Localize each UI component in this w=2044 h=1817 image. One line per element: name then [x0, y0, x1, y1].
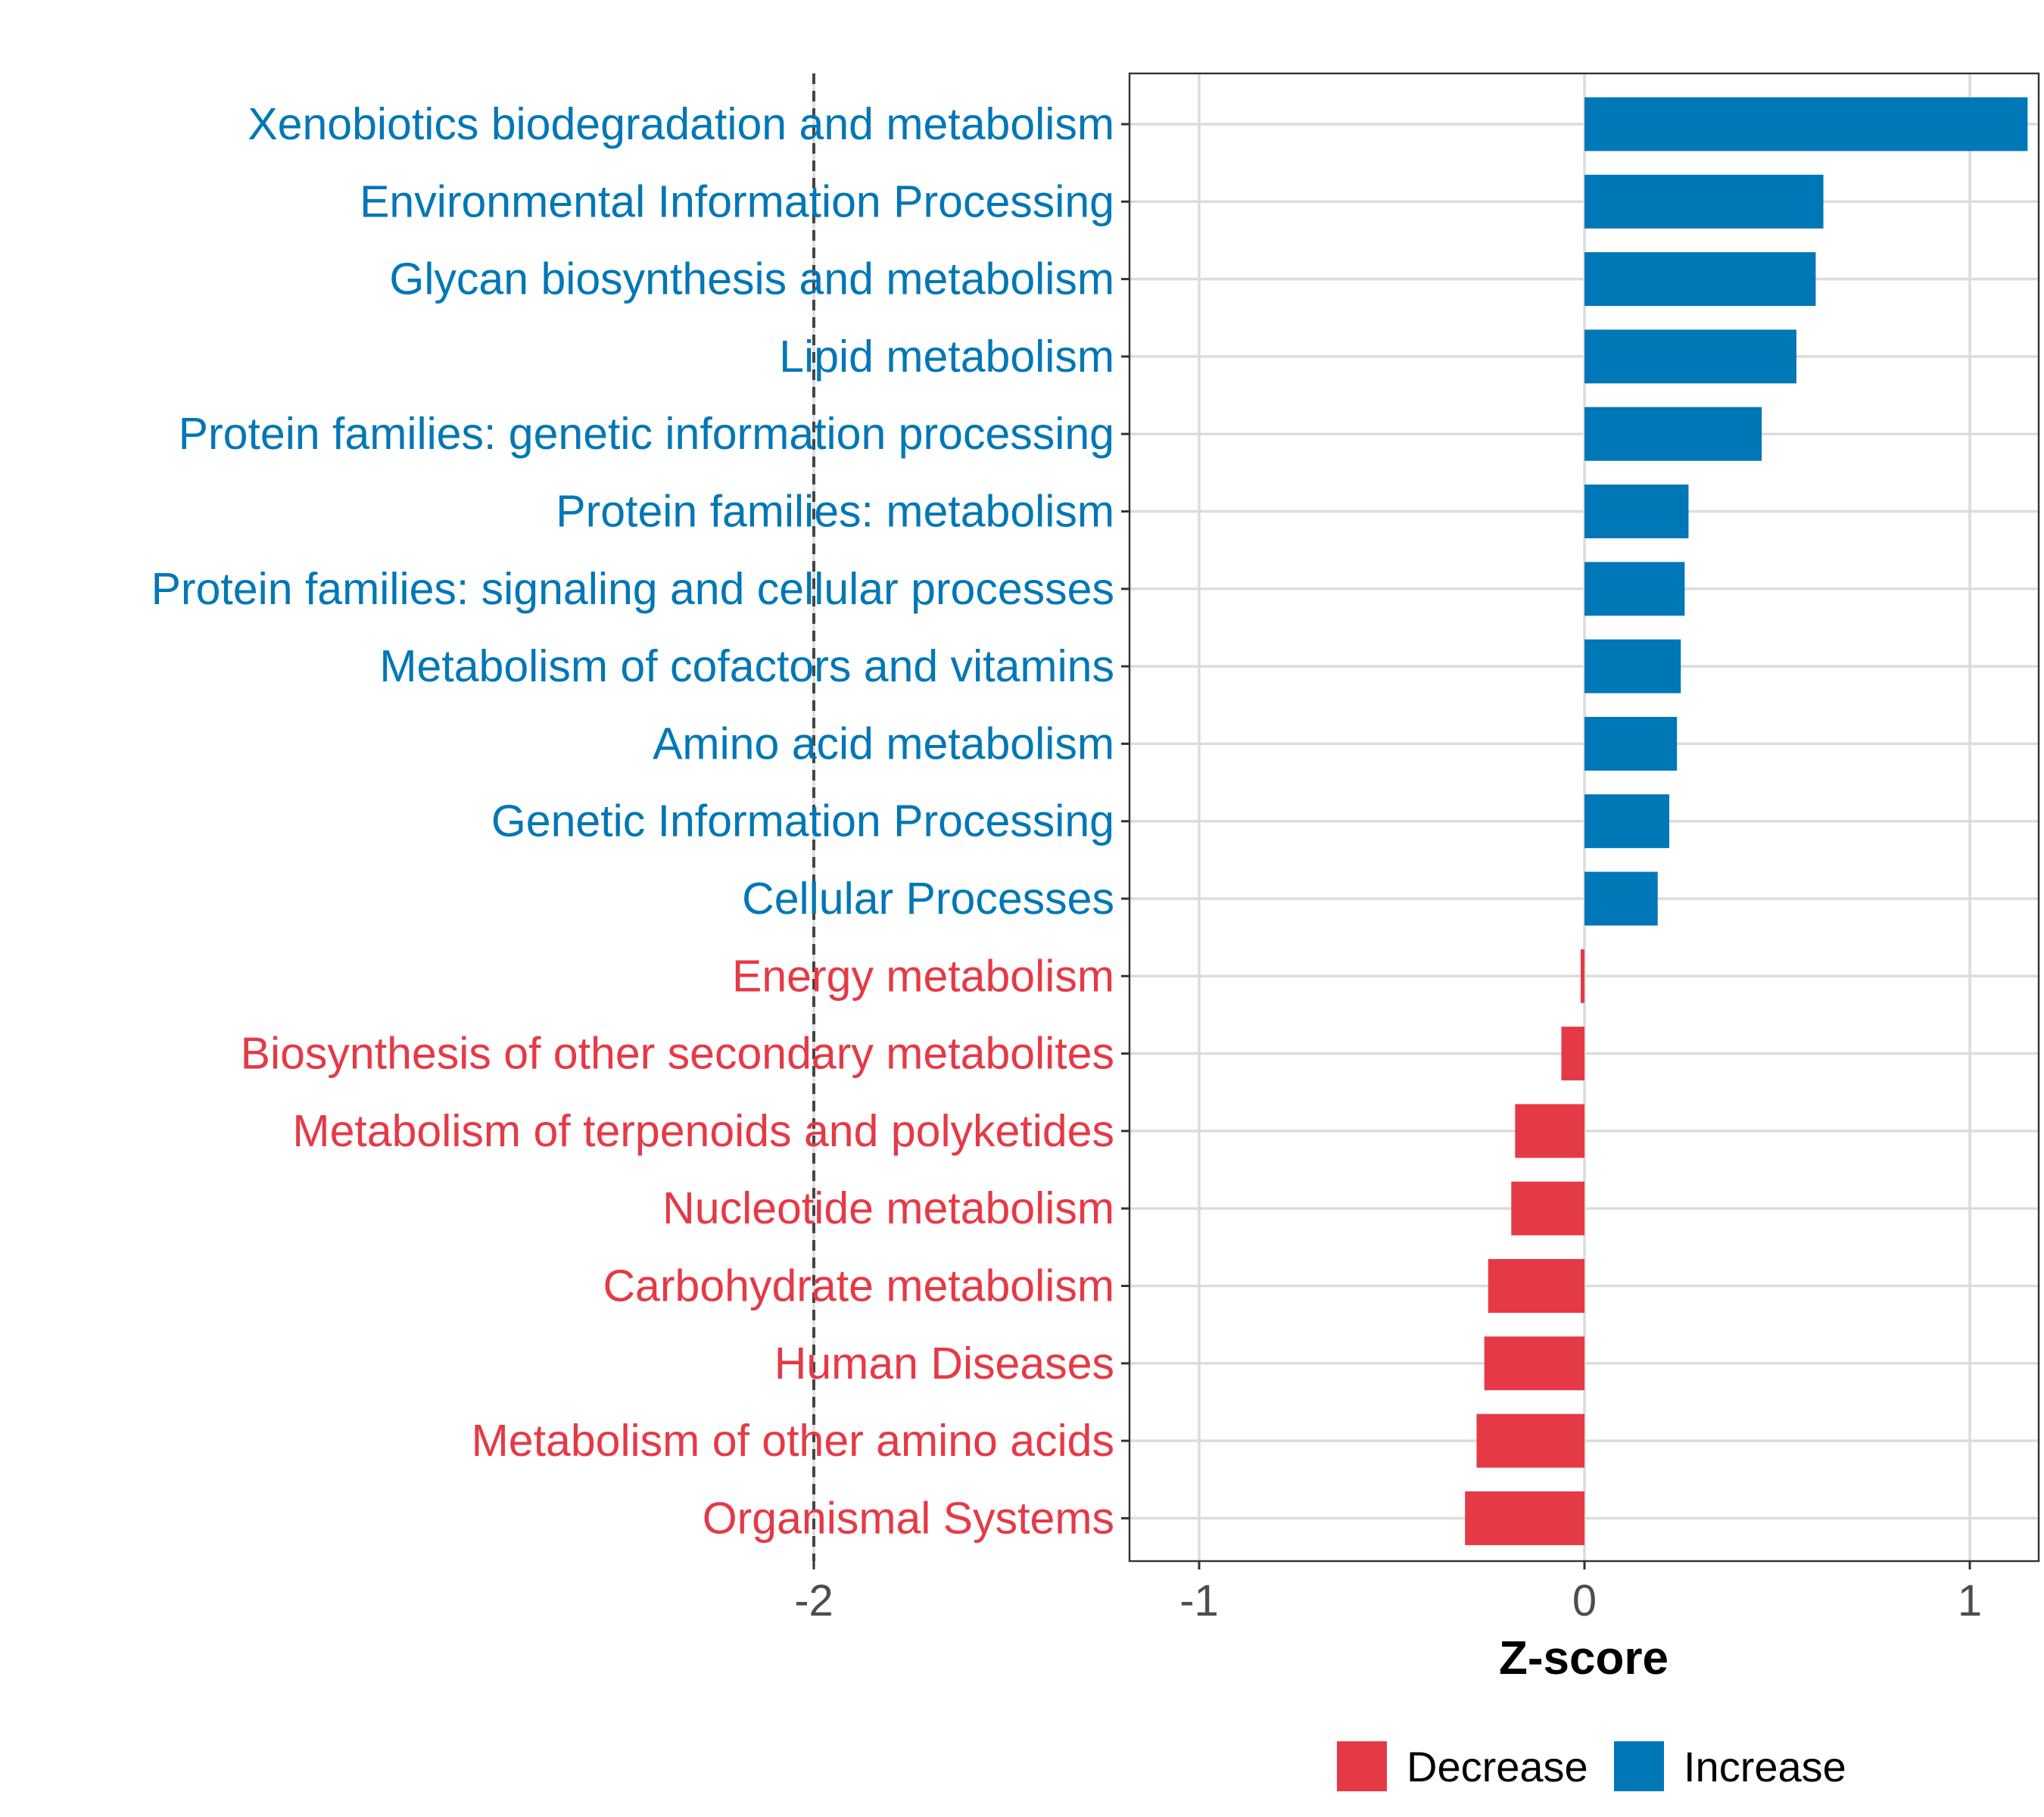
legend-swatch-increase	[1614, 1741, 1664, 1791]
y-tick-label: Human Diseases	[774, 1339, 1114, 1388]
y-tick-label: Protein families: metabolism	[556, 487, 1114, 537]
bar-cellular-processes	[1584, 871, 1658, 926]
bar-protein-families-genetic-information-processing	[1584, 407, 1762, 461]
y-tick-label: Protein families: genetic information pr…	[179, 409, 1114, 459]
y-tick-label: Cellular Processes	[742, 874, 1114, 924]
legend: Decrease Increase	[1337, 1741, 1846, 1791]
y-tick-label: Energy metabolism	[732, 951, 1114, 1001]
y-tick-label: Carbohydrate metabolism	[603, 1261, 1114, 1311]
bar-metabolism-of-other-amino-acids	[1476, 1413, 1584, 1468]
bar-metabolism-of-cofactors-and-vitamins	[1584, 639, 1681, 693]
x-tick-label: -1	[1179, 1576, 1219, 1625]
y-tick-label: Protein families: signaling and cellular…	[151, 564, 1114, 614]
x-tick-label: 1	[1958, 1576, 1982, 1625]
bar-protein-families-metabolism	[1584, 485, 1689, 538]
bar-lipid-metabolism	[1584, 329, 1796, 384]
bar-protein-families-signaling-and-cellular-processes	[1584, 562, 1685, 616]
bar-glycan-biosynthesis-and-metabolism	[1584, 252, 1816, 307]
y-tick-label: Genetic Information Processing	[491, 796, 1114, 846]
legend-label-decrease: Decrease	[1407, 1743, 1588, 1791]
y-tick-label: Metabolism of terpenoids and polyketides	[292, 1106, 1114, 1156]
x-tick-label: -2	[794, 1576, 833, 1625]
bar-human-diseases	[1484, 1336, 1584, 1391]
bar-amino-acid-metabolism	[1584, 716, 1678, 771]
y-axis: Xenobiotics biodegradation and metabolis…	[151, 99, 1129, 1543]
x-tick-label: 0	[1572, 1576, 1597, 1625]
y-tick-label: Xenobiotics biodegradation and metabolis…	[248, 99, 1114, 149]
x-axis-title: Z-score	[1499, 1632, 1669, 1685]
y-tick-label: Amino acid metabolism	[653, 718, 1114, 768]
y-tick-label: Metabolism of cofactors and vitamins	[379, 641, 1114, 691]
y-tick-label: Environmental Information Processing	[360, 176, 1114, 226]
legend-swatch-decrease	[1337, 1741, 1387, 1791]
x-axis: -2-1012	[794, 1561, 1982, 1625]
reference-lines	[812, 73, 815, 1561]
bar-energy-metabolism	[1580, 949, 1584, 1003]
bar-metabolism-of-terpenoids-and-polyketides	[1515, 1104, 1584, 1158]
y-tick-label: Nucleotide metabolism	[662, 1183, 1114, 1233]
legend-label-increase: Increase	[1684, 1743, 1846, 1791]
bars	[1465, 97, 2028, 1545]
bar-xenobiotics-biodegradation-and-metabolism	[1584, 97, 2028, 151]
bar-organismal-systems	[1465, 1491, 1584, 1545]
y-tick-label: Glycan biosynthesis and metabolism	[389, 254, 1114, 304]
y-tick-label: Metabolism of other amino acids	[472, 1416, 1114, 1466]
bar-biosynthesis-of-other-secondary-metabolites	[1561, 1027, 1584, 1081]
y-tick-label: Lipid metabolism	[779, 332, 1114, 382]
bar-genetic-information-processing	[1584, 794, 1669, 849]
bar-environmental-information-processing	[1584, 174, 1824, 229]
y-tick-label: Biosynthesis of other secondary metaboli…	[241, 1029, 1114, 1079]
bar-carbohydrate-metabolism	[1488, 1259, 1584, 1313]
bar-nucleotide-metabolism	[1511, 1181, 1584, 1236]
y-tick-label: Organismal Systems	[703, 1493, 1114, 1543]
